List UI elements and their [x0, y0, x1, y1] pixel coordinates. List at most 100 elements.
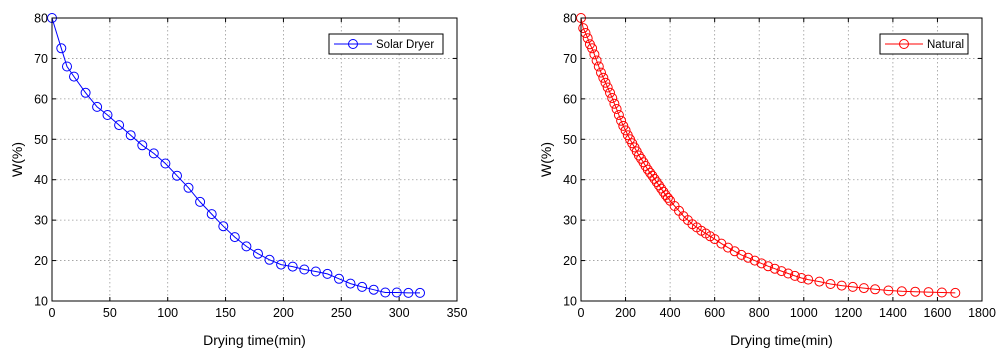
x-tick-label: 0	[49, 306, 56, 320]
data-point	[92, 101, 103, 112]
data-point	[391, 287, 402, 298]
data-point	[241, 241, 252, 252]
data-point	[69, 71, 79, 82]
legend-marker	[348, 39, 358, 49]
data-point	[633, 150, 644, 161]
data-point	[896, 286, 907, 297]
data-point	[125, 130, 136, 141]
data-point	[662, 192, 673, 203]
data-point	[923, 287, 934, 298]
data-point	[578, 23, 589, 34]
data-point	[415, 287, 425, 298]
y-tick-label: 50	[563, 133, 577, 147]
y-tick-label: 70	[34, 52, 48, 66]
data-point	[769, 263, 780, 274]
y-tick-label: 30	[34, 214, 48, 228]
y-tick-label: 80	[563, 12, 577, 26]
x-tick-label: 800	[749, 306, 770, 320]
x-tick-label: 200	[615, 306, 636, 320]
data-point	[598, 72, 609, 83]
data-point	[605, 87, 615, 98]
data-point	[380, 287, 391, 298]
data-point	[102, 110, 113, 120]
data-point	[756, 258, 767, 269]
data-point	[299, 264, 310, 275]
y-tick-label: 40	[563, 173, 577, 187]
data-point	[287, 261, 298, 272]
data-point	[80, 87, 91, 98]
data-point	[229, 232, 240, 243]
data-point	[602, 82, 613, 93]
x-tick-label: 1600	[924, 306, 952, 320]
data-point	[368, 284, 379, 295]
data-point	[616, 115, 627, 126]
data-point	[858, 283, 869, 294]
data-point	[609, 98, 620, 109]
data-point	[62, 61, 72, 72]
data-point	[253, 248, 263, 259]
series-markers	[47, 13, 425, 298]
legend-box	[328, 33, 444, 55]
data-point	[172, 170, 182, 181]
data-point	[910, 286, 921, 297]
data-point	[195, 196, 206, 207]
data-point	[825, 279, 836, 289]
data-point	[611, 104, 622, 114]
data-point	[618, 120, 629, 131]
x-tick-label: 100	[157, 306, 178, 320]
data-point	[148, 148, 159, 159]
x-tick-label: 350	[447, 306, 468, 320]
data-point	[749, 255, 760, 266]
solar-dryer-chart: 0 50 100 150 200 250 300 350 10 20 30 40 50 60 70 80 Dr…	[9, 12, 467, 349]
data-point	[613, 110, 624, 120]
data-point	[334, 273, 344, 284]
data-point	[870, 284, 881, 295]
axis-ticks: 0 200 400 600 800 1000 1200 1400 1600 1800 10 20 30 4…	[563, 12, 996, 321]
data-point	[847, 281, 858, 292]
data-point	[950, 287, 961, 298]
data-point	[600, 77, 611, 88]
data-point	[783, 268, 794, 279]
plot-area	[52, 18, 457, 301]
series-line	[51, 17, 420, 294]
legend-label: Natural	[927, 39, 964, 51]
data-point	[596, 67, 606, 78]
y-tick-label: 10	[34, 295, 48, 309]
x-tick-label: 250	[331, 306, 352, 320]
data-point	[218, 221, 229, 232]
y-tick-label: 50	[34, 133, 48, 147]
data-point	[183, 182, 194, 193]
data-point	[206, 209, 217, 220]
legend-label: Solar Dryer	[376, 39, 434, 51]
data-point	[322, 268, 333, 279]
x-tick-label: 600	[704, 306, 725, 320]
data-point	[114, 120, 125, 131]
axis-ticks: 0 50 100 150 200 250 300 350 10 20 30 40 50 60 70 80	[34, 12, 467, 321]
data-point	[160, 158, 171, 169]
x-tick-label: 150	[215, 306, 236, 320]
data-point	[591, 55, 602, 66]
grid	[581, 18, 982, 301]
data-point	[357, 281, 368, 292]
data-point	[803, 274, 814, 285]
y-tick-label: 60	[34, 92, 48, 106]
y-tick-label: 20	[563, 254, 577, 268]
data-point	[310, 266, 321, 277]
y-tick-label: 80	[34, 12, 48, 26]
data-point	[709, 234, 720, 245]
data-point	[743, 252, 754, 263]
y-axis-label: W(%)	[9, 142, 25, 177]
data-point	[276, 259, 287, 270]
legend: Solar Dryer	[328, 33, 444, 55]
x-tick-label: 1400	[879, 306, 907, 320]
data-point	[776, 266, 787, 277]
series-lines	[51, 17, 420, 294]
y-tick-label: 20	[34, 254, 48, 268]
y-tick-label: 70	[563, 52, 577, 66]
data-point	[814, 276, 825, 287]
x-axis-label: Drying time(min)	[730, 332, 833, 348]
x-tick-label: 1000	[790, 306, 818, 320]
x-tick-label: 300	[389, 306, 410, 320]
x-axis-label: Drying time(min)	[203, 332, 306, 348]
